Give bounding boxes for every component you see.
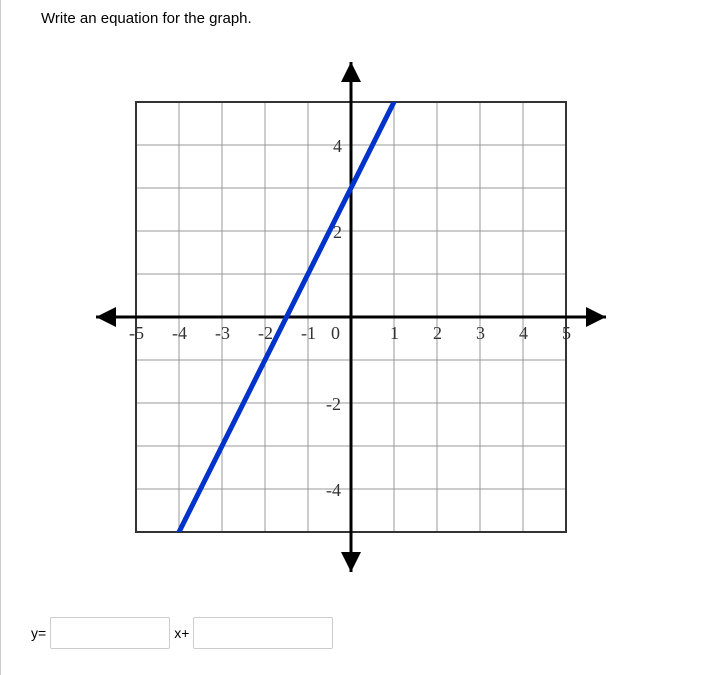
graph-chart: -5 -4 -3 -2 -1 0 1 2 3 4 5 4 2 -2 -4 [71,47,631,587]
x-label: 1 [390,323,399,343]
answer-row: y= x+ [31,617,677,649]
x-label: -4 [172,323,187,343]
y-label: -2 [326,394,341,414]
x-label: 5 [562,323,571,343]
x-label: 3 [476,323,485,343]
x-label: -3 [215,323,230,343]
x-label: 2 [433,323,442,343]
y-label: 4 [333,136,342,156]
slope-input[interactable] [50,617,170,649]
y-label: -4 [326,480,341,500]
x-label: -2 [258,323,273,343]
answer-middle: x+ [174,625,189,641]
answer-prefix: y= [31,625,46,641]
x-label: 4 [519,323,528,343]
x-label: -1 [301,323,316,343]
x-label: -5 [129,323,144,343]
intercept-input[interactable] [193,617,333,649]
question-text: Write an equation for the graph. [41,10,677,27]
x-label: 0 [331,323,340,343]
